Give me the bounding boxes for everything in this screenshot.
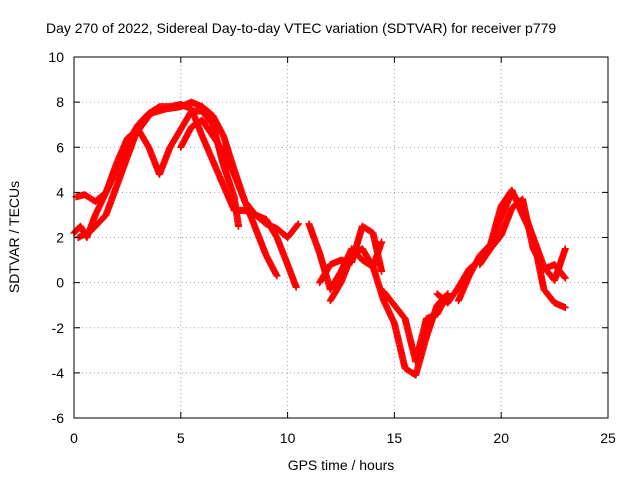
x-tick-label: 25 bbox=[600, 430, 616, 446]
y-tick-label: 4 bbox=[56, 184, 64, 200]
x-tick-label: 10 bbox=[280, 430, 296, 446]
chart-title: Day 270 of 2022, Sidereal Day-to-day VTE… bbox=[46, 20, 556, 36]
x-tick-label: 0 bbox=[70, 430, 78, 446]
series-track-8 bbox=[380, 288, 452, 366]
y-tick-label: 8 bbox=[56, 94, 64, 110]
data-point bbox=[293, 221, 301, 229]
y-tick-label: -4 bbox=[52, 365, 65, 381]
y-tick-label: -2 bbox=[52, 320, 65, 336]
series-track-11 bbox=[476, 195, 569, 282]
data-point bbox=[560, 273, 568, 281]
y-tick-label: 10 bbox=[48, 49, 64, 65]
axis-ticks: 0 5 10 15 20 25 -6 -4 -2 0 2 4 6 8 10 bbox=[48, 49, 616, 446]
series-track-4 bbox=[177, 116, 281, 280]
data-point bbox=[561, 274, 569, 282]
data-point bbox=[561, 245, 569, 253]
data-points bbox=[70, 98, 569, 379]
grid bbox=[74, 57, 608, 418]
series-track-10 bbox=[454, 186, 569, 305]
x-tick-label: 15 bbox=[387, 430, 403, 446]
data-point bbox=[561, 303, 569, 311]
y-tick-label: 2 bbox=[56, 230, 64, 246]
x-tick-label: 20 bbox=[493, 430, 509, 446]
data-point bbox=[294, 220, 302, 228]
y-axis-label: SDTVAR / TECUs bbox=[6, 181, 22, 293]
data-point bbox=[444, 290, 452, 298]
series-track-7 bbox=[326, 245, 452, 379]
data-point bbox=[378, 267, 386, 275]
y-tick-label: 0 bbox=[56, 275, 64, 291]
y-tick-label: -6 bbox=[52, 410, 65, 426]
data-point bbox=[378, 238, 386, 246]
x-tick-label: 5 bbox=[177, 430, 185, 446]
data-point bbox=[234, 222, 242, 230]
series-track-2 bbox=[72, 100, 300, 291]
data-point bbox=[273, 272, 281, 280]
data-point bbox=[292, 283, 300, 291]
y-tick-label: 6 bbox=[56, 139, 64, 155]
x-axis-label: GPS time / hours bbox=[288, 457, 395, 473]
